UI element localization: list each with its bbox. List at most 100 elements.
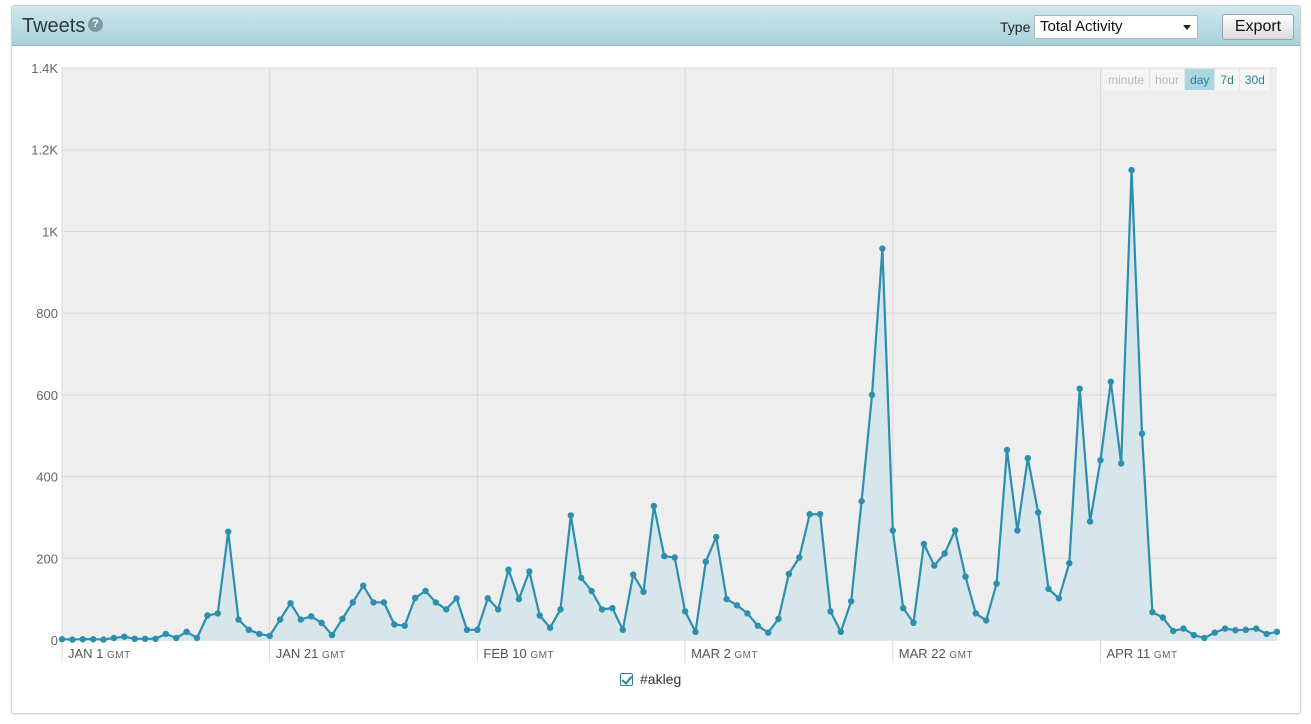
range-button-hour[interactable]: hour xyxy=(1150,69,1186,90)
export-button[interactable]: Export xyxy=(1222,14,1294,40)
data-point xyxy=(754,622,761,629)
chevron-down-icon xyxy=(1183,25,1191,30)
y-tick-label: 200 xyxy=(36,551,58,566)
data-point xyxy=(1221,625,1229,632)
data-point xyxy=(931,562,938,569)
data-point xyxy=(681,608,689,615)
data-point xyxy=(816,511,824,518)
data-point xyxy=(723,595,730,603)
data-point xyxy=(650,502,658,510)
range-button-30d[interactable]: 30d xyxy=(1240,69,1271,90)
data-point xyxy=(463,626,471,633)
legend[interactable]: #akleg xyxy=(620,670,681,688)
series-line xyxy=(61,169,1278,641)
x-tick-label: MAR 2 GMT xyxy=(691,646,758,661)
data-point xyxy=(235,616,242,623)
data-point xyxy=(983,617,990,624)
data-point xyxy=(297,616,304,623)
data-point xyxy=(443,606,450,613)
data-point xyxy=(308,613,315,620)
data-point xyxy=(1242,626,1250,633)
data-point xyxy=(744,610,751,617)
data-point xyxy=(276,616,284,623)
data-point xyxy=(671,554,678,561)
checkbox-checked-icon[interactable] xyxy=(620,672,633,686)
data-point xyxy=(567,512,574,519)
y-tick-label: 1.4K xyxy=(31,61,58,76)
x-tick-label: JAN 21 GMT xyxy=(276,646,346,661)
x-tick-label: APR 11 GMT xyxy=(1106,646,1177,661)
data-point xyxy=(1232,627,1239,634)
range-button-minute[interactable]: minute xyxy=(1103,69,1151,90)
data-point xyxy=(889,527,896,534)
data-point xyxy=(941,550,948,557)
data-point xyxy=(1159,614,1167,621)
data-point xyxy=(692,628,699,635)
data-point xyxy=(546,624,554,631)
data-point xyxy=(713,533,720,541)
x-tick-label: MAR 22 GMT xyxy=(899,646,973,661)
type-select[interactable]: Total Activity xyxy=(1034,15,1198,39)
y-tick-label: 0 xyxy=(51,633,58,648)
data-point xyxy=(193,634,201,642)
data-point xyxy=(225,528,232,535)
data-point xyxy=(536,612,543,619)
data-point xyxy=(391,621,398,628)
data-point xyxy=(58,636,66,643)
data-point xyxy=(557,606,564,613)
x-tick-label: FEB 10 GMT xyxy=(483,646,554,661)
y-tick-label: 800 xyxy=(36,306,58,321)
type-select-value: Total Activity xyxy=(1040,18,1123,35)
y-tick-label: 1.2K xyxy=(31,143,58,158)
data-point xyxy=(993,580,1000,587)
data-point xyxy=(318,619,325,626)
data-point xyxy=(256,630,263,638)
data-point xyxy=(951,527,959,534)
y-tick-label: 400 xyxy=(36,470,58,485)
y-tick-label: 1K xyxy=(42,224,58,239)
data-point xyxy=(1024,455,1032,462)
type-label: Type xyxy=(1000,19,1031,35)
data-point xyxy=(474,626,481,633)
x-tick-label: JAN 1 GMT xyxy=(68,646,131,661)
data-point xyxy=(962,573,969,580)
data-point xyxy=(733,602,741,609)
data-point xyxy=(1003,446,1011,454)
panel-title: Tweets xyxy=(22,15,86,37)
data-point xyxy=(1149,609,1156,616)
data-point xyxy=(900,604,907,612)
range-button-7d[interactable]: 7d xyxy=(1215,69,1240,90)
data-point xyxy=(1066,560,1073,567)
data-point xyxy=(69,636,76,643)
data-point xyxy=(505,566,512,573)
data-point xyxy=(401,622,408,629)
data-point xyxy=(110,634,118,642)
data-point xyxy=(837,628,844,635)
data-point xyxy=(79,636,87,643)
range-button-day[interactable]: day xyxy=(1185,69,1216,90)
data-point xyxy=(1045,585,1052,593)
data-point xyxy=(1253,625,1260,632)
data-point xyxy=(432,599,439,606)
data-point xyxy=(1055,595,1063,602)
data-point xyxy=(1118,460,1125,467)
data-point xyxy=(453,595,460,602)
data-point xyxy=(1097,457,1104,464)
data-point xyxy=(848,598,855,605)
data-point xyxy=(495,606,502,613)
help-icon[interactable]: ? xyxy=(88,17,103,32)
data-point xyxy=(702,558,709,565)
data-point xyxy=(152,635,159,642)
data-point xyxy=(90,636,97,643)
data-point xyxy=(868,391,876,399)
data-point xyxy=(765,629,772,636)
legend-series-label: #akleg xyxy=(640,671,682,687)
data-point xyxy=(858,497,865,505)
data-point xyxy=(1128,166,1135,174)
data-point xyxy=(785,570,793,577)
data-point xyxy=(287,600,294,607)
data-point xyxy=(588,587,595,595)
data-point xyxy=(1263,630,1270,638)
data-point xyxy=(339,615,346,622)
data-point xyxy=(360,582,367,589)
